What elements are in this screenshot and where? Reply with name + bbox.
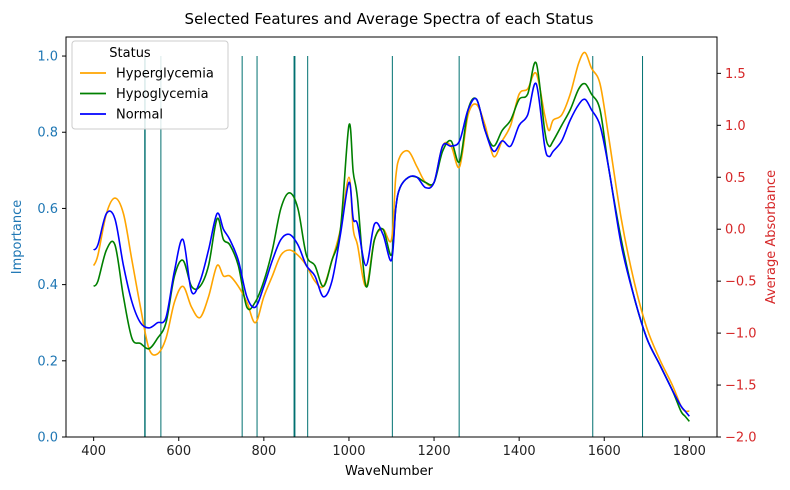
y-right-tick-label: 0.5 <box>725 171 746 186</box>
x-tick-label: 600 <box>166 444 191 459</box>
y-left-tick-label: 0.8 <box>37 126 58 141</box>
y-right-tick-label: −1.5 <box>725 379 757 394</box>
series-line-hypoglycemia <box>93 61 690 422</box>
series-line-normal <box>93 82 690 417</box>
x-tick-label: 400 <box>81 444 106 459</box>
y-left-tick-label: 1.0 <box>37 50 58 65</box>
y-right-tick-label: 1.5 <box>725 67 746 82</box>
y-left-axis-title: Importance <box>10 200 25 275</box>
x-tick-label: 1200 <box>418 444 451 459</box>
y-left-tick-label: 0.6 <box>37 202 58 217</box>
y-right-tick-label: −1.0 <box>725 327 757 342</box>
legend-box <box>71 40 229 130</box>
chart-title: Selected Features and Average Spectra of… <box>185 10 594 28</box>
plot-frame <box>65 36 718 438</box>
x-axis-title: WaveNumber <box>345 464 434 479</box>
y-left-tick-label: 0.0 <box>37 431 58 446</box>
legend-label: Hypoglycemia <box>116 87 209 102</box>
x-tick-label: 1800 <box>673 444 706 459</box>
legend-label: Normal <box>116 108 163 123</box>
y-right-tick-label: 0.0 <box>725 223 746 238</box>
x-tick-label: 1600 <box>588 444 621 459</box>
series-line-hyperglycemia <box>92 51 690 413</box>
x-tick-label: 800 <box>251 444 276 459</box>
y-left-tick-label: 0.4 <box>37 278 58 293</box>
legend: Status Hyperglycemia Hypoglycemia Normal <box>71 40 229 130</box>
y-left-tick-label: 0.2 <box>37 354 58 369</box>
y-right-axis-title: Average Absorbance <box>764 170 779 304</box>
y-right-tick-label: −0.5 <box>725 275 757 290</box>
legend-label: Hyperglycemia <box>116 67 214 82</box>
x-tick-label: 1400 <box>503 444 536 459</box>
y-right-tick-label: 1.0 <box>725 119 746 134</box>
y-right-tick-label: −2.0 <box>725 431 757 446</box>
legend-title: Status <box>109 46 151 61</box>
x-tick-label: 1000 <box>332 444 365 459</box>
